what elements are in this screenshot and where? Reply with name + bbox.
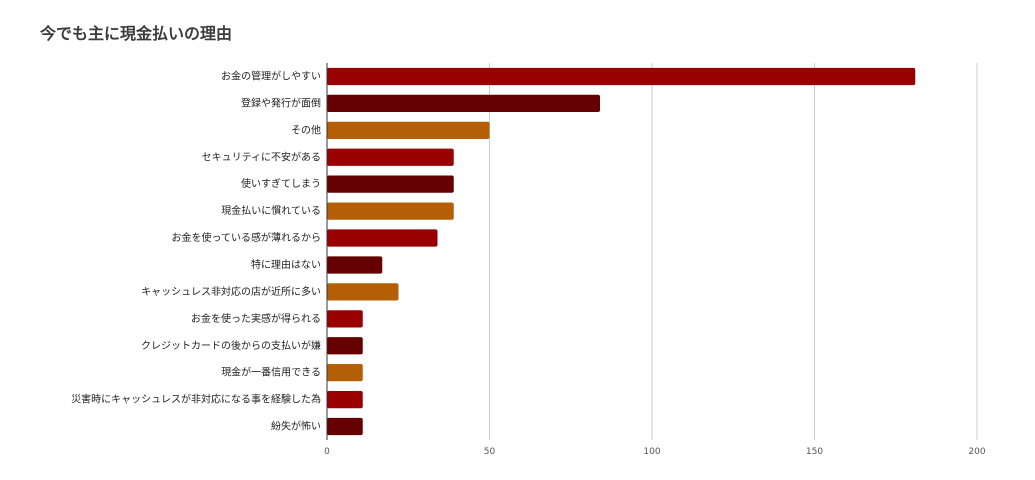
category-label-8: 特に理由はない — [251, 258, 321, 271]
bar-8 — [327, 256, 383, 274]
category-label-7: お金を使っている感が薄れるから — [172, 231, 322, 244]
category-label-5: 使いすぎてしまう — [241, 177, 321, 190]
x-tick-label-1: 50 — [484, 447, 496, 457]
category-label-4: セキュリティに不安がある — [202, 150, 321, 163]
bar-12 — [327, 364, 363, 382]
x-tick-label-4: 200 — [968, 447, 985, 457]
bar-2 — [327, 94, 600, 113]
bar-13 — [327, 390, 363, 409]
category-label-6: 現金払いに慣れている — [221, 204, 321, 217]
chart-title: 今でも主に現金払いの理由 — [40, 24, 233, 43]
category-label-2: 登録や発行が面倒 — [241, 96, 321, 109]
x-tick-label-3: 150 — [806, 447, 823, 457]
bar-6 — [327, 202, 454, 220]
category-label-13: 災害時にキャッシュレスが非対応になる事を経験した為 — [71, 393, 321, 406]
bar-4 — [327, 148, 454, 166]
category-label-3: その他 — [291, 123, 321, 136]
bar-10 — [327, 310, 363, 328]
category-label-9: キャッシュレス非対応の店が近所に多い — [141, 285, 321, 298]
category-label-11: クレジットカードの後からの支払いが嫌 — [141, 339, 321, 352]
bar-7 — [327, 229, 438, 247]
bar-14 — [327, 417, 363, 436]
category-label-14: 紛失が怖い — [271, 420, 321, 433]
x-tick-label-2: 100 — [643, 447, 660, 457]
bar-9 — [327, 283, 399, 301]
bar-5 — [327, 175, 454, 193]
category-label-12: 現金が一番信用できる — [221, 366, 321, 379]
category-label-10: お金を使った実感が得られる — [191, 312, 321, 325]
x-tick-label-0: 0 — [324, 447, 330, 457]
bar-3 — [327, 121, 490, 139]
bar-11 — [327, 337, 363, 355]
category-label-1: お金の管理がしやすい — [221, 69, 321, 82]
bar-1 — [327, 67, 916, 86]
